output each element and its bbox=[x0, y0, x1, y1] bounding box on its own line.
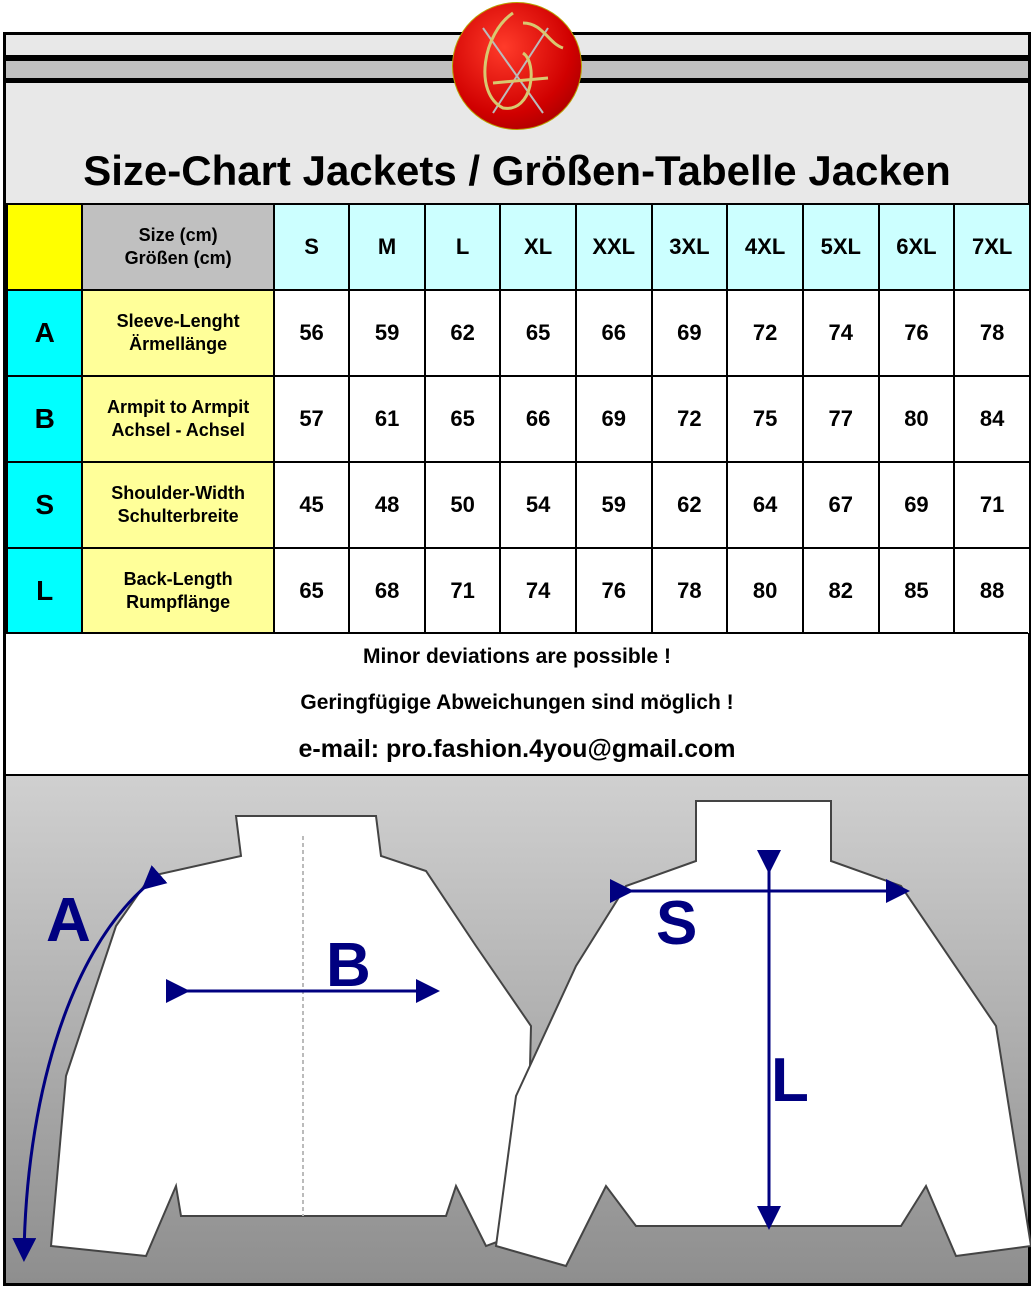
measure-value: 69 bbox=[650, 289, 729, 377]
corner-cell bbox=[5, 203, 84, 291]
size-chart: Size-Chart Jackets / Größen-Tabelle Jack… bbox=[3, 32, 1033, 1286]
header-label: Size (cm) Größen (cm) bbox=[81, 203, 275, 291]
measure-value: 54 bbox=[499, 461, 577, 549]
measure-label: Armpit to Armpit Achsel - Achsel bbox=[81, 375, 275, 463]
measure-value: 84 bbox=[953, 375, 1031, 463]
measure-value: 85 bbox=[877, 547, 956, 635]
measure-value: 65 bbox=[499, 289, 577, 377]
measure-value: 74 bbox=[801, 289, 880, 377]
table-row: A Sleeve-Lenght Ärmellänge 56 59 62 65 66 69 72 74… bbox=[5, 289, 1031, 377]
measure-value: 64 bbox=[726, 461, 804, 549]
measure-letter: A bbox=[5, 289, 84, 377]
measure-value: 71 bbox=[953, 461, 1031, 549]
measure-letter: B bbox=[5, 375, 84, 463]
measure-value: 65 bbox=[423, 375, 502, 463]
size-header: S bbox=[272, 203, 351, 291]
measure-value: 66 bbox=[499, 375, 577, 463]
size-table: Size (cm) Größen (cm) S M L XL XXL 3XL 4X… bbox=[5, 203, 1031, 635]
brand-logo bbox=[452, 2, 582, 130]
measure-value: 48 bbox=[348, 461, 426, 549]
measure-value: 72 bbox=[726, 289, 804, 377]
measure-value: 75 bbox=[726, 375, 804, 463]
size-header: 4XL bbox=[726, 203, 804, 291]
measure-value: 76 bbox=[877, 289, 956, 377]
table-header-row: Size (cm) Größen (cm) S M L XL XXL 3XL 4X… bbox=[5, 203, 1031, 291]
measure-value: 59 bbox=[574, 461, 653, 549]
measure-value: 68 bbox=[348, 547, 426, 635]
measure-value: 80 bbox=[726, 547, 804, 635]
label-b: B bbox=[326, 931, 371, 1000]
measure-value: 59 bbox=[348, 289, 426, 377]
size-header: XXL bbox=[574, 203, 653, 291]
size-header: 6XL bbox=[877, 203, 956, 291]
page-title: Size-Chart Jackets / Größen-Tabelle Jack… bbox=[83, 147, 951, 194]
measure-label: Back-Length Rumpflänge bbox=[81, 547, 275, 635]
note-deviations-en: Minor deviations are possible ! bbox=[362, 645, 672, 668]
measure-value: 50 bbox=[423, 461, 502, 549]
measure-value: 62 bbox=[650, 461, 729, 549]
measure-value: 80 bbox=[877, 375, 956, 463]
label-a: A bbox=[46, 886, 91, 955]
measure-value: 82 bbox=[801, 547, 880, 635]
measure-value: 78 bbox=[953, 289, 1031, 377]
measurement-diagram: A B S L bbox=[6, 776, 1033, 1283]
measure-value: 65 bbox=[272, 547, 351, 635]
measure-value: 77 bbox=[801, 375, 880, 463]
measure-value: 66 bbox=[574, 289, 653, 377]
measure-value: 69 bbox=[877, 461, 956, 549]
contact-email: e-mail: pro.fashion.4you@gmail.com bbox=[298, 735, 736, 763]
measure-value: 71 bbox=[423, 547, 502, 635]
measure-value: 62 bbox=[423, 289, 502, 377]
measure-value: 74 bbox=[499, 547, 577, 635]
needle-monogram-icon bbox=[482, 11, 564, 114]
size-header: 7XL bbox=[953, 203, 1031, 291]
size-header: XL bbox=[499, 203, 577, 291]
jacket-front bbox=[49, 815, 533, 1258]
measure-label: Shoulder-Width Schulterbreite bbox=[81, 461, 275, 549]
measure-letter: L bbox=[5, 547, 84, 635]
measure-letter: S bbox=[5, 461, 84, 549]
table-row: B Armpit to Armpit Achsel - Achsel 57 61 65 66… bbox=[5, 375, 1031, 463]
size-header: 3XL bbox=[650, 203, 729, 291]
table-row: S Shoulder-Width Schulterbreite 45 48 50 54 59 6… bbox=[5, 461, 1031, 549]
measure-value: 67 bbox=[801, 461, 880, 549]
size-header: M bbox=[348, 203, 426, 291]
measure-label: Sleeve-Lenght Ärmellänge bbox=[81, 289, 275, 377]
measure-value: 57 bbox=[272, 375, 351, 463]
measure-value: 88 bbox=[953, 547, 1031, 635]
measure-value: 56 bbox=[272, 289, 351, 377]
measure-value: 76 bbox=[574, 547, 653, 635]
measure-value: 78 bbox=[650, 547, 729, 635]
size-header: L bbox=[423, 203, 502, 291]
notes: Minor deviations are possible ! Geringfü… bbox=[6, 632, 1028, 776]
note-deviations-de: Geringfügige Abweichungen sind möglich ! bbox=[300, 691, 734, 714]
measure-value: 45 bbox=[272, 461, 351, 549]
label-s: S bbox=[656, 889, 697, 958]
measure-value: 72 bbox=[650, 375, 729, 463]
jacket-back bbox=[494, 800, 1033, 1268]
measure-value: 69 bbox=[574, 375, 653, 463]
table-row: L Back-Length Rumpflänge 65 68 71 74 76 78 80 82 85… bbox=[5, 547, 1031, 635]
size-header: 5XL bbox=[801, 203, 880, 291]
arrow-sleeve bbox=[12, 865, 168, 1262]
label-l: L bbox=[771, 1046, 809, 1115]
measure-value: 61 bbox=[348, 375, 426, 463]
